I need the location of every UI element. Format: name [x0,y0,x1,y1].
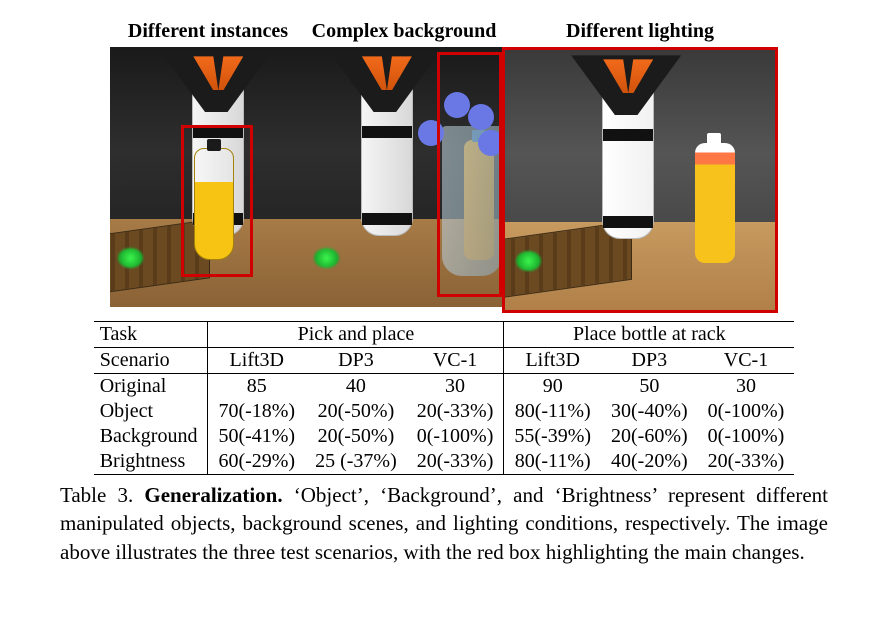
header-scenario: Scenario [94,348,208,374]
panel-title: Different instances [128,20,288,43]
row-label: Original [94,374,208,400]
table-cell: 60(-29%) [208,449,305,475]
method-header: VC-1 [407,348,504,374]
panel-instances: Different instances [110,20,306,313]
table-cell: 0(-100%) [698,424,795,449]
table-cell: 0(-100%) [698,399,795,424]
table-cell: 85 [208,374,305,400]
table-cell: 30 [407,374,504,400]
table-cell: 20(-33%) [407,449,504,475]
row-label: Brightness [94,449,208,475]
table-cell: 20(-33%) [698,449,795,475]
panel-title: Complex background [312,20,497,43]
method-header: VC-1 [698,348,795,374]
header-task: Task [94,322,208,348]
highlight-box [437,52,502,297]
table-cell: 70(-18%) [208,399,305,424]
table-cell: 80(-11%) [504,399,601,424]
table-cell: 90 [504,374,601,400]
caption-title: Generalization. [144,483,282,507]
caption-label: Table 3. [60,483,133,507]
highlight-box [181,125,254,277]
panel-image [306,47,502,307]
method-header: DP3 [601,348,698,374]
table-cell: 20(-50%) [305,424,407,449]
table-cell: 20(-50%) [305,399,407,424]
figure-and-table: Different instances Complex background [0,0,888,576]
scenario-images-row: Different instances Complex background [60,20,828,313]
table-cell: 40(-20%) [601,449,698,475]
row-label: Background [94,424,208,449]
method-header: Lift3D [208,348,305,374]
method-header: Lift3D [504,348,601,374]
method-header: DP3 [305,348,407,374]
table-cell: 30 [698,374,795,400]
table-cell: 40 [305,374,407,400]
table-cell: 25 (-37%) [305,449,407,475]
panel-image [502,47,778,313]
row-label: Object [94,399,208,424]
table-caption: Table 3. Generalization. ‘Object’, ‘Back… [60,481,828,566]
table-cell: 50(-41%) [208,424,305,449]
task-header-2: Place bottle at rack [504,322,794,348]
table-cell: 0(-100%) [407,424,504,449]
table-cell: 30(-40%) [601,399,698,424]
table-cell: 20(-60%) [601,424,698,449]
panel-title: Different lighting [566,20,714,43]
panel-lighting: Different lighting [502,20,778,313]
results-table: Task Pick and place Place bottle at rack… [94,321,795,475]
task-header-1: Pick and place [208,322,504,348]
table-cell: 20(-33%) [407,399,504,424]
panel-image [110,47,306,307]
table-cell: 80(-11%) [504,449,601,475]
table-cell: 55(-39%) [504,424,601,449]
table-cell: 50 [601,374,698,400]
table-body: Original854030905030Object70(-18%)20(-50… [94,374,795,475]
panel-background: Complex background [306,20,502,313]
